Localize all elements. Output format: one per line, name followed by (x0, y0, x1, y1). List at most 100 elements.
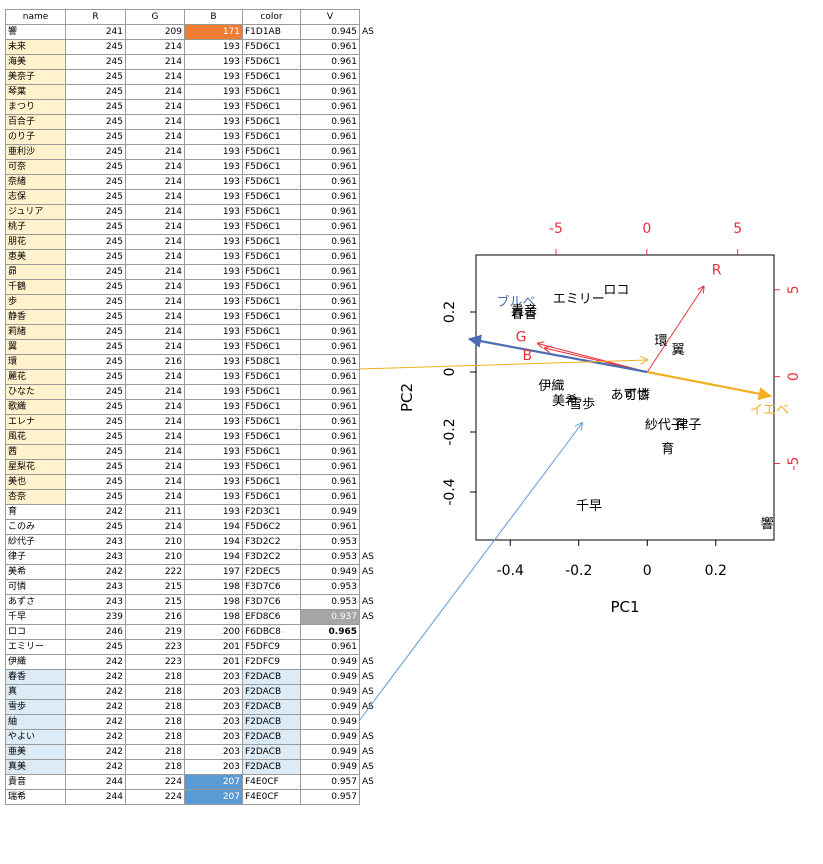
y-tick-label: -0.4 (442, 478, 458, 505)
cell-name: 美奈子 (5, 69, 66, 85)
cell-name: 恵美 (5, 249, 66, 265)
table-row: 静香 245 214 193 F5D6C1 0.961 (5, 309, 384, 325)
table-row: 響 241 209 171 F1D1AB 0.945 AS (5, 24, 384, 40)
col-header-name: name (5, 9, 66, 25)
point-label: 紗代子 (645, 418, 684, 433)
cell-color: F2DACB (242, 699, 301, 715)
loading-arrow-r (646, 287, 704, 373)
point-label: 美希 (552, 394, 578, 409)
cell-v: 0.957 (300, 789, 360, 805)
connector-cool-group (358, 423, 582, 722)
table-row: やよい 242 218 203 F2DACB 0.949 AS (5, 729, 384, 745)
x-axis-label: PC1 (610, 598, 639, 616)
cell-name: 莉緒 (5, 324, 66, 340)
table-row: 春香 242 218 203 F2DACB 0.949 AS (5, 669, 384, 685)
cell-name: 歩 (5, 294, 66, 310)
table-row: このみ 245 214 194 F5D6C2 0.961 (5, 519, 384, 535)
col-header-r: R (65, 9, 126, 25)
top-tick-label: 0 (642, 221, 651, 237)
loading-label-r: R (712, 263, 722, 279)
y-tick-label: 0.2 (442, 301, 458, 323)
table-row: 桃子 245 214 193 F5D6C1 0.961 (5, 219, 384, 235)
cell-name: 春香 (5, 669, 66, 685)
cell-name: 麗花 (5, 369, 66, 385)
table-row: 伊織 242 223 201 F2DFC9 0.949 AS (5, 654, 384, 670)
x-tick-label: -0.2 (565, 563, 592, 579)
cell-v: 0.961 (300, 204, 360, 220)
table-row: あずさ 243 215 198 F3D7C6 0.953 AS (5, 594, 384, 610)
cell-name: ひなた (5, 384, 66, 400)
table-row: 紗代子 243 210 194 F3D2C2 0.953 (5, 534, 384, 550)
table-row: のり子 245 214 193 F5D6C1 0.961 (5, 129, 384, 145)
point-label: ロコ (603, 283, 629, 298)
bluebase-label: ブルベ (497, 294, 536, 310)
x-tick-label: -0.4 (497, 563, 524, 579)
table-row: 朋花 245 214 193 F5D6C1 0.961 (5, 234, 384, 250)
right-tick-label: 0 (786, 372, 802, 381)
table-row: 美也 245 214 193 F5D6C1 0.961 (5, 474, 384, 490)
y-tick-label: 0 (442, 368, 458, 377)
cell-flag: AS (362, 702, 374, 712)
point-label: 春香 (511, 307, 537, 322)
table-row: 昴 245 214 193 F5D6C1 0.961 (5, 264, 384, 280)
cell-name: 可奈 (5, 159, 66, 175)
cell-name: 瑞希 (5, 789, 66, 805)
table-row: 環 245 216 193 F5D8C1 0.961 (5, 354, 384, 370)
point-label: 育 (661, 441, 674, 457)
cell-b: 207 (184, 789, 243, 805)
table-row: 育 242 211 193 F2D3C1 0.949 (5, 504, 384, 520)
point-label: 貴音 (511, 303, 537, 319)
cell-name: 桃子 (5, 219, 66, 235)
table-row: 歩 245 214 193 F5D6C1 0.961 (5, 294, 384, 310)
cell-color: F2DACB (242, 744, 301, 760)
cell-name: 歌織 (5, 399, 66, 415)
yellowbase-label: イエベ (750, 403, 789, 418)
top-tick-label: -5 (549, 221, 563, 237)
table-row: 真美 242 218 203 F2DACB 0.949 AS (5, 759, 384, 775)
point-label: 千早 (576, 499, 602, 514)
cell-v: 0.937 (300, 609, 360, 625)
cell-name: 静香 (5, 309, 66, 325)
table-row: 莉緒 245 214 193 F5D6C1 0.961 (5, 324, 384, 340)
point-label: 環 (654, 334, 667, 349)
col-header-color: color (242, 9, 301, 25)
cell-name: 真 (5, 684, 66, 700)
cell-flag: AS (362, 657, 374, 667)
table-row: 茜 245 214 193 F5D6C1 0.961 (5, 444, 384, 460)
cell-flag: AS (362, 732, 374, 742)
cell-v: 0.961 (300, 309, 360, 325)
cell-flag: AS (362, 672, 374, 682)
cell-color: F2DACB (242, 714, 301, 730)
table-row: 律子 243 210 194 F3D2C2 0.953 AS (5, 549, 384, 565)
table-row: 千早 239 216 198 EFD8C6 0.937 AS (5, 609, 384, 625)
table-row: 紬 242 218 203 F2DACB 0.949 (5, 714, 384, 730)
cell-flag: AS (362, 687, 374, 697)
point-label: 可憐 (624, 388, 650, 403)
cell-flag: AS (362, 552, 374, 562)
table-row: 亜美 242 218 203 F2DACB 0.949 AS (5, 744, 384, 760)
cell-name: 美也 (5, 474, 66, 490)
cell-flag: AS (362, 567, 374, 577)
cell-name: 雪歩 (5, 699, 66, 715)
cell-name: 翼 (5, 339, 66, 355)
x-tick-label: 0 (643, 563, 652, 579)
cell-color: F2DACB (242, 759, 301, 775)
point-label: あずさ (611, 388, 650, 403)
table-row: 未来 245 214 193 F5D6C1 0.961 (5, 39, 384, 55)
table-row: まつり 245 214 193 F5D6C1 0.961 (5, 99, 384, 115)
cell-name: 風花 (5, 429, 66, 445)
col-header-flag (359, 9, 384, 25)
table-row: 可奈 245 214 193 F5D6C1 0.961 (5, 159, 384, 175)
cell-name: 茜 (5, 444, 66, 460)
cell-name: 紬 (5, 714, 66, 730)
point-label: 伊織 (538, 379, 564, 394)
point-label: 雪歩 (569, 397, 595, 412)
cell-b: 171 (184, 24, 243, 40)
cell-name: 亜美 (5, 744, 66, 760)
cell-name: 亜利沙 (5, 144, 66, 160)
y-tick-label: -0.2 (442, 418, 458, 445)
cell-r: 244 (65, 789, 126, 805)
cell-name: やよい (5, 729, 66, 745)
cell-color: F2DACB (242, 729, 301, 745)
